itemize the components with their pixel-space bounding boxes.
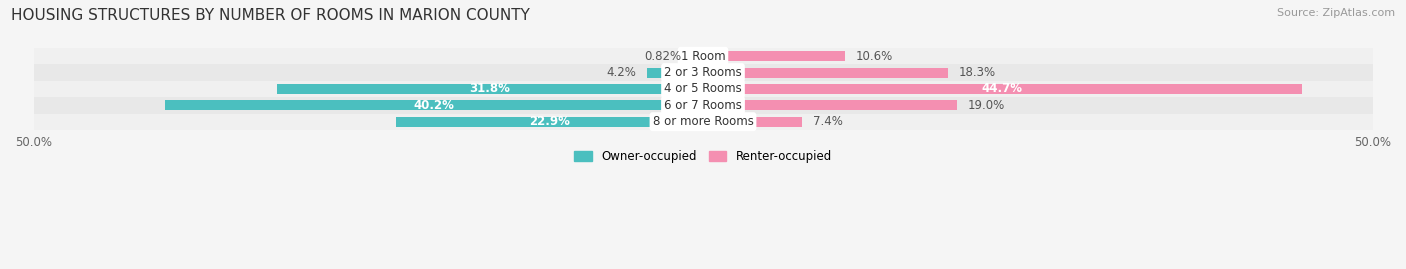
Text: 2 or 3 Rooms: 2 or 3 Rooms <box>664 66 742 79</box>
Bar <box>703 100 957 110</box>
Bar <box>703 117 801 127</box>
Bar <box>692 51 703 61</box>
Bar <box>34 97 1372 114</box>
Legend: Owner-occupied, Renter-occupied: Owner-occupied, Renter-occupied <box>569 146 837 168</box>
Bar <box>34 65 1372 81</box>
Bar <box>34 48 1372 65</box>
Bar <box>647 68 703 78</box>
Text: HOUSING STRUCTURES BY NUMBER OF ROOMS IN MARION COUNTY: HOUSING STRUCTURES BY NUMBER OF ROOMS IN… <box>11 8 530 23</box>
Text: 44.7%: 44.7% <box>981 83 1022 95</box>
Text: Source: ZipAtlas.com: Source: ZipAtlas.com <box>1277 8 1395 18</box>
Text: 4.2%: 4.2% <box>606 66 636 79</box>
Text: 6 or 7 Rooms: 6 or 7 Rooms <box>664 99 742 112</box>
Text: 8 or more Rooms: 8 or more Rooms <box>652 115 754 128</box>
Bar <box>703 51 845 61</box>
Text: 19.0%: 19.0% <box>969 99 1005 112</box>
Text: 7.4%: 7.4% <box>813 115 842 128</box>
Bar <box>703 68 948 78</box>
Bar <box>703 84 1302 94</box>
Bar <box>34 114 1372 130</box>
Text: 4 or 5 Rooms: 4 or 5 Rooms <box>664 83 742 95</box>
Text: 22.9%: 22.9% <box>529 115 569 128</box>
Bar <box>396 117 703 127</box>
Text: 0.82%: 0.82% <box>644 50 682 63</box>
Text: 1 Room: 1 Room <box>681 50 725 63</box>
Bar <box>165 100 703 110</box>
Text: 18.3%: 18.3% <box>959 66 995 79</box>
Text: 10.6%: 10.6% <box>856 50 893 63</box>
Bar <box>34 81 1372 97</box>
Text: 40.2%: 40.2% <box>413 99 454 112</box>
Text: 31.8%: 31.8% <box>470 83 510 95</box>
Bar <box>277 84 703 94</box>
